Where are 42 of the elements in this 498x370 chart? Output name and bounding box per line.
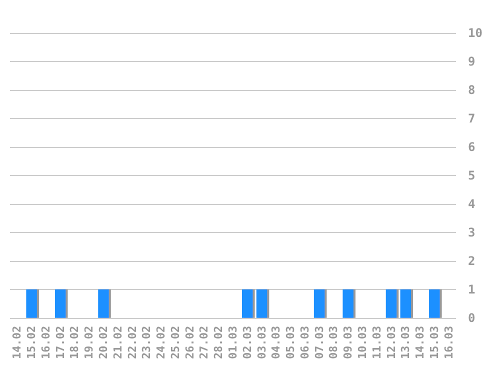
x-tick-label: 22.02 xyxy=(126,326,139,360)
x-tick-label: 01.03 xyxy=(226,326,240,360)
x-tick-label: 14.02 xyxy=(10,326,24,360)
y-tick-label: 4 xyxy=(468,196,476,211)
y-tick-label: 7 xyxy=(468,111,476,126)
x-tick-label: 11.03 xyxy=(370,326,384,360)
x-tick-label: 18.02 xyxy=(68,326,82,360)
x-tick-label: 20.02 xyxy=(97,326,110,360)
y-tick-label: 3 xyxy=(468,225,476,240)
y-tick-label: 2 xyxy=(468,254,476,268)
x-tick-label: 03.03 xyxy=(255,326,268,360)
x-tick-label: 15.03 xyxy=(428,326,441,360)
y-tick-label: 6 xyxy=(468,140,476,154)
y-tick-label: 0 xyxy=(468,310,476,325)
x-tick-label: 08.03 xyxy=(327,326,340,360)
x-tick-label: 10.03 xyxy=(356,326,369,360)
x-tick-label: 16.02 xyxy=(39,326,52,360)
x-tick-label: 16.03 xyxy=(442,326,456,360)
x-tick-label: 28.02 xyxy=(212,326,226,360)
y-tick-label: 1 xyxy=(468,282,476,296)
x-tick-label: 27.02 xyxy=(198,326,211,360)
y-tick-label: 8 xyxy=(468,82,476,97)
x-tick-label: 09.03 xyxy=(342,326,355,360)
x-tick-label: 04.03 xyxy=(270,326,283,360)
x-tick-label: 19.02 xyxy=(82,326,96,360)
x-tick-label: 21.02 xyxy=(111,326,124,360)
x-tick-label: 23.02 xyxy=(140,326,154,360)
y-tick-label: 5 xyxy=(468,168,476,182)
x-tick-label: 13.03 xyxy=(399,326,412,360)
x-tick-label: 02.03 xyxy=(240,326,254,360)
x-tick-label: 06.03 xyxy=(298,326,312,360)
x-tick-label: 24.02 xyxy=(154,326,168,360)
y-tick-label: 9 xyxy=(468,54,476,68)
x-tick-label: 12.03 xyxy=(384,326,398,360)
x-tick-label: 05.03 xyxy=(284,326,298,360)
x-tick-label: 14.03 xyxy=(414,326,427,360)
x-tick-label: 15.02 xyxy=(25,326,38,360)
x-tick-label: 07.03 xyxy=(312,326,326,360)
y-tick-label: 10 xyxy=(468,26,482,40)
x-tick-label: 17.02 xyxy=(54,326,67,360)
x-tick-label: 26.02 xyxy=(183,326,196,360)
x-tick-label: 25.02 xyxy=(168,326,182,360)
